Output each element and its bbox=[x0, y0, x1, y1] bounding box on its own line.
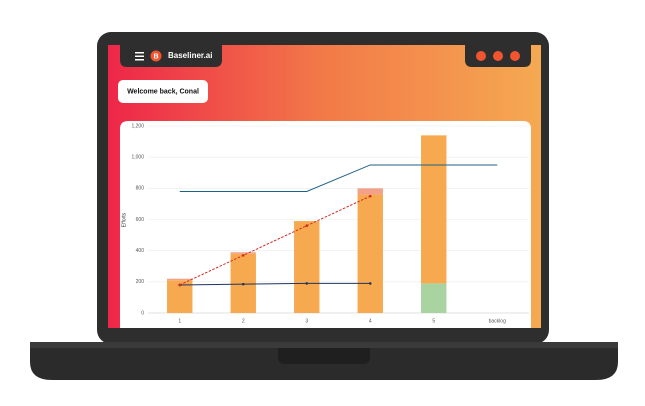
logout-icon[interactable] bbox=[510, 51, 520, 61]
y-tick-label: 1,000 bbox=[131, 154, 144, 160]
line-marker bbox=[241, 282, 245, 286]
bar-segment bbox=[167, 278, 193, 281]
line-marker bbox=[368, 282, 372, 285]
trackpad-notch bbox=[278, 348, 370, 364]
menu-bar bbox=[135, 59, 144, 61]
y-tick-label: 1,200 bbox=[131, 123, 144, 129]
chart: 0 200 400 600 800 1,000 1,200 1 2 3 4 5 backlog bbox=[131, 123, 529, 324]
y-tick-label: 400 bbox=[136, 248, 145, 254]
line-marker bbox=[305, 224, 309, 228]
menu-button[interactable] bbox=[135, 52, 144, 61]
x-tick-label: 5 bbox=[432, 318, 435, 324]
line-marker bbox=[368, 194, 372, 198]
bar-segment bbox=[421, 135, 447, 284]
y-tick-label: 800 bbox=[136, 186, 145, 192]
x-tick-label: backlog bbox=[489, 318, 506, 324]
y-tick-label: 0 bbox=[141, 310, 144, 316]
y-axis-label: Efforts bbox=[121, 212, 127, 227]
line-marker bbox=[178, 283, 182, 287]
bar-segment bbox=[357, 188, 383, 195]
bar-segment bbox=[421, 283, 447, 313]
line-series bbox=[179, 282, 371, 286]
bar-segment bbox=[294, 221, 320, 313]
line-marker bbox=[241, 254, 245, 257]
x-tick-label: 1 bbox=[178, 318, 181, 324]
line-series bbox=[179, 164, 498, 192]
line-marker bbox=[305, 282, 309, 285]
help-icon[interactable] bbox=[476, 51, 486, 61]
y-tick-label: 600 bbox=[136, 217, 145, 223]
welcome-text: Welcome back, Conal bbox=[127, 88, 199, 95]
x-tick-label: 3 bbox=[305, 318, 308, 324]
laptop-hinge bbox=[30, 342, 618, 348]
phone-icon[interactable] bbox=[493, 51, 503, 61]
x-tick-label: 4 bbox=[369, 318, 372, 324]
brand: Baseliner.ai bbox=[168, 51, 212, 60]
x-tick-label: 2 bbox=[242, 318, 245, 324]
line-series bbox=[179, 195, 371, 286]
welcome-card bbox=[118, 80, 208, 103]
menu-bar bbox=[135, 52, 144, 54]
bar-segment bbox=[230, 252, 256, 254]
nav-tab bbox=[120, 45, 222, 67]
y-tick-label: 200 bbox=[136, 279, 145, 285]
menu-bar bbox=[135, 55, 144, 57]
logo-circle[interactable] bbox=[150, 50, 162, 62]
logo: B bbox=[153, 53, 158, 60]
bar-segment bbox=[357, 194, 383, 313]
